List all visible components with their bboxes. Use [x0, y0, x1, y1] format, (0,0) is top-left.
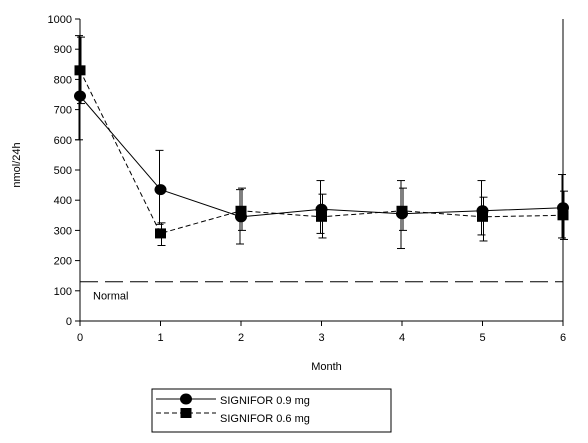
x-tick-label: 0: [77, 332, 83, 344]
y-tick-label: 0: [66, 316, 72, 328]
y-tick-label: 800: [54, 74, 72, 86]
y-tick-label: 300: [54, 225, 72, 237]
x-tick-label: 3: [318, 332, 324, 344]
data-point-circle: [154, 184, 167, 196]
y-tick-label: 500: [54, 165, 72, 177]
y-tick-label: 400: [54, 195, 72, 207]
legend-marker-square: [180, 408, 192, 418]
y-tick-label: 200: [54, 256, 72, 268]
x-tick-label: 5: [479, 332, 485, 344]
legend-label: SIGNIFOR 0.6 mg: [220, 413, 310, 425]
y-tick-label: 1000: [48, 14, 72, 26]
x-axis-title: Month: [311, 361, 342, 373]
reference-lines: Normal: [80, 281, 563, 303]
axes: 0 100 200 300 400 500 600 700 800 900 1000 0 1 2 3 4 5 6 M…: [11, 14, 566, 373]
legend-marker-circle: [180, 393, 192, 405]
x-tick-label: 1: [157, 332, 163, 344]
data-point-square: [74, 65, 86, 76]
data-point-square: [396, 205, 408, 216]
y-tick-label: 900: [54, 44, 72, 56]
series-line-signifor-0-9mg: [79, 95, 564, 218]
data-point-square: [235, 205, 247, 216]
data-point-square: [477, 211, 488, 222]
error-bars: [75, 35, 568, 250]
data-point-square: [155, 228, 166, 239]
x-tick-label: 6: [560, 332, 566, 344]
x-tick-label: 4: [399, 332, 405, 344]
y-tick-label: 600: [54, 135, 72, 147]
reference-line-label: Normal: [93, 291, 128, 303]
y-tick-label: 100: [54, 286, 72, 298]
series-markers: [74, 65, 569, 239]
x-tick-label: 2: [238, 332, 244, 344]
y-tick-label: 700: [54, 105, 72, 117]
data-point-square: [316, 211, 327, 222]
y-axis-title: nmol/24h: [11, 142, 23, 187]
legend-box: [151, 388, 392, 433]
data-point-circle: [74, 90, 86, 102]
legend: SIGNIFOR 0.9 mg SIGNIFOR 0.6 mg: [151, 388, 392, 433]
legend-label: SIGNIFOR 0.9 mg: [220, 395, 310, 407]
data-point-square: [557, 210, 569, 221]
